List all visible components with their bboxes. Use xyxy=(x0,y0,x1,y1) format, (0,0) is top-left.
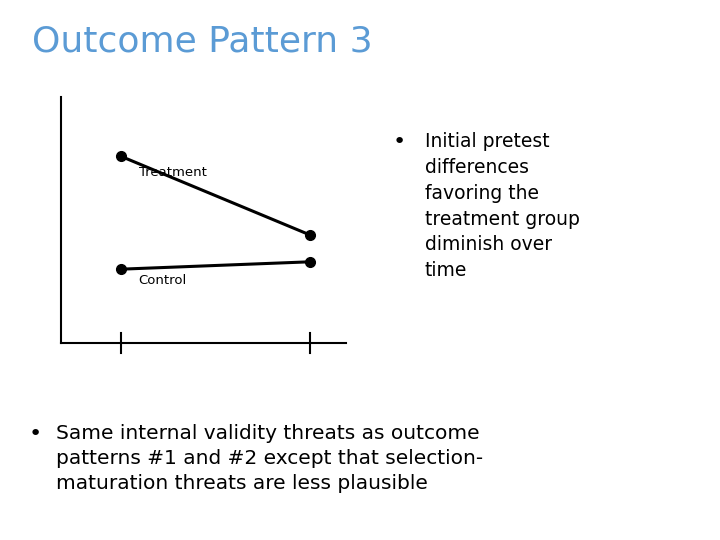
Text: Initial pretest
differences
favoring the
treatment group
diminish over
time: Initial pretest differences favoring the… xyxy=(425,132,580,280)
Text: Treatment: Treatment xyxy=(138,166,207,179)
Text: Same internal validity threats as outcome
patterns #1 and #2 except that selecti: Same internal validity threats as outcom… xyxy=(56,424,483,493)
Text: Control: Control xyxy=(138,274,187,287)
Text: •: • xyxy=(392,132,405,152)
Text: •: • xyxy=(29,424,42,444)
Text: Outcome Pattern 3: Outcome Pattern 3 xyxy=(32,24,373,58)
